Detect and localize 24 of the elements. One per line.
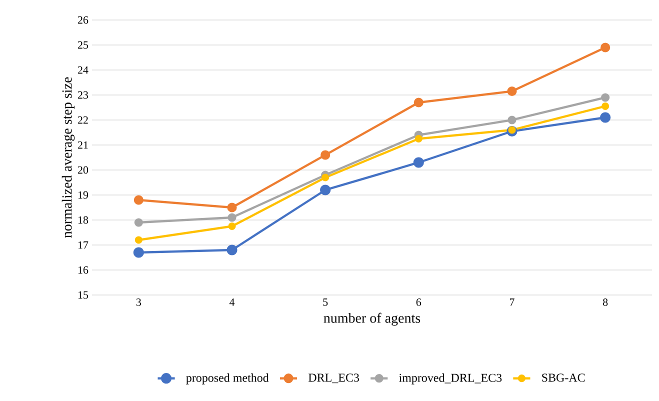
y-tick-label: 24 — [78, 66, 88, 74]
x-axis-title: number of agents — [324, 312, 420, 326]
y-tick-label: 15 — [78, 291, 88, 299]
y-tick-label: 21 — [78, 141, 88, 149]
legend-label: SBG-AC — [542, 374, 585, 382]
x-tick-label: 4 — [229, 298, 235, 306]
y-tick-label: 20 — [78, 166, 88, 174]
y-axis-title: normalized average step size — [62, 77, 75, 238]
y-tick-label: 17 — [78, 241, 88, 249]
x-tick-label: 8 — [602, 298, 608, 306]
y-tick-label: 26 — [78, 16, 88, 24]
x-tick-label: 7 — [510, 298, 514, 306]
y-tick-label: 19 — [78, 191, 88, 199]
legend-label: proposed method — [186, 373, 269, 384]
y-tick-label: 23 — [78, 91, 88, 99]
x-tick-label: 5 — [323, 298, 328, 306]
x-tick-label: 6 — [416, 298, 422, 306]
x-tick-label: 3 — [136, 298, 141, 306]
y-tick-label: 16 — [78, 266, 88, 274]
legend-label: DRL_EC3 — [308, 374, 360, 384]
y-tick-label: 18 — [78, 216, 88, 224]
legend-label: improved_DRL_EC3 — [399, 373, 502, 384]
y-tick-label: 22 — [78, 116, 88, 124]
y-tick-label: 25 — [78, 41, 88, 49]
